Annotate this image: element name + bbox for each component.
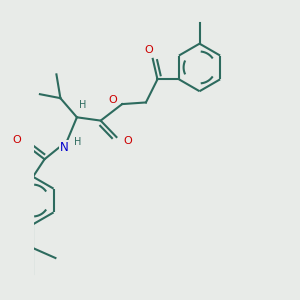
Text: O: O (12, 135, 21, 146)
Text: O: O (123, 136, 132, 146)
Text: O: O (109, 95, 117, 105)
Text: O: O (145, 45, 154, 55)
Text: N: N (60, 140, 69, 154)
Text: H: H (74, 137, 81, 147)
Text: H: H (79, 100, 86, 110)
